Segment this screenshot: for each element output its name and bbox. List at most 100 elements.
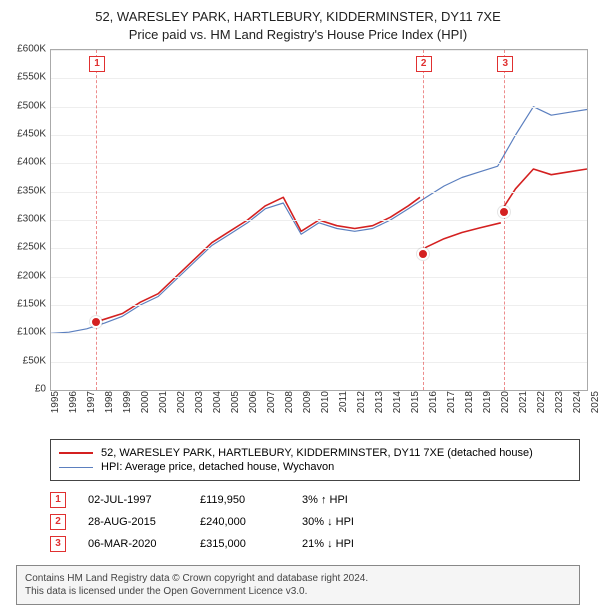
- x-tick-label: 2010: [320, 391, 331, 413]
- y-tick-label: £550K: [17, 72, 46, 83]
- marker-dot: [90, 316, 102, 328]
- x-tick-label: 2021: [518, 391, 529, 413]
- transaction-index: 3: [50, 536, 66, 552]
- gridline-h: [51, 135, 587, 136]
- x-tick-label: 2006: [248, 391, 259, 413]
- x-tick-label: 1998: [104, 391, 115, 413]
- x-tick-label: 2012: [356, 391, 367, 413]
- y-tick-label: £450K: [17, 129, 46, 140]
- x-tick-label: 2023: [554, 391, 565, 413]
- legend: 52, WARESLEY PARK, HARTLEBURY, KIDDERMIN…: [50, 439, 580, 481]
- x-tick-label: 1995: [50, 391, 61, 413]
- transaction-date: 02-JUL-1997: [88, 494, 178, 506]
- gridline-h: [51, 192, 587, 193]
- marker-line: [423, 50, 424, 390]
- marker-index-box: 1: [89, 56, 105, 72]
- gridline-h: [51, 107, 587, 108]
- x-tick-label: 2005: [230, 391, 241, 413]
- transaction-delta: 21% ↓ HPI: [302, 538, 392, 550]
- footer-line-2: This data is licensed under the Open Gov…: [25, 585, 571, 598]
- y-tick-label: £0: [35, 384, 46, 395]
- transaction-date: 28-AUG-2015: [88, 516, 178, 528]
- y-tick-label: £200K: [17, 270, 46, 281]
- x-tick-label: 2013: [374, 391, 385, 413]
- transaction-index: 1: [50, 492, 66, 508]
- x-tick-label: 2016: [428, 391, 439, 413]
- x-tick-label: 1999: [122, 391, 133, 413]
- transaction-price: £119,950: [200, 494, 280, 506]
- transaction-index: 2: [50, 514, 66, 530]
- marker-index-box: 3: [497, 56, 513, 72]
- x-tick-label: 2008: [284, 391, 295, 413]
- y-tick-label: £100K: [17, 327, 46, 338]
- gridline-h: [51, 220, 587, 221]
- transaction-row: 1 02-JUL-1997 £119,950 3% ↑ HPI: [50, 489, 580, 511]
- y-tick-label: £300K: [17, 214, 46, 225]
- x-axis: 1995 1996 1997 1998 1999 2000 2001 2002 2003 2004…: [50, 389, 588, 429]
- chart-title: 52, WARESLEY PARK, HARTLEBURY, KIDDERMIN…: [8, 8, 588, 43]
- x-tick-label: 2009: [302, 391, 313, 413]
- plot-wrap: £0£50K£100K£150K£200K£250K£300K£350K£400…: [8, 49, 588, 389]
- y-tick-label: £50K: [23, 355, 46, 366]
- transaction-row: 3 06-MAR-2020 £315,000 21% ↓ HPI: [50, 533, 580, 555]
- legend-item: HPI: Average price, detached house, Wych…: [59, 460, 571, 474]
- gridline-h: [51, 362, 587, 363]
- footer-line-1: Contains HM Land Registry data © Crown c…: [25, 572, 571, 585]
- x-tick-label: 2014: [392, 391, 403, 413]
- transactions-table: 1 02-JUL-1997 £119,950 3% ↑ HPI 2 28-AUG-2015…: [50, 489, 580, 555]
- transaction-row: 2 28-AUG-2015 £240,000 30% ↓ HPI: [50, 511, 580, 533]
- marker-dot: [498, 206, 510, 218]
- x-tick-label: 2022: [536, 391, 547, 413]
- marker-dot: [417, 248, 429, 260]
- x-tick-label: 2001: [158, 391, 169, 413]
- y-tick-label: £350K: [17, 185, 46, 196]
- gridline-h: [51, 277, 587, 278]
- x-tick-label: 2024: [572, 391, 583, 413]
- x-tick-label: 2003: [194, 391, 205, 413]
- x-tick-label: 2019: [482, 391, 493, 413]
- x-tick-label: 2000: [140, 391, 151, 413]
- y-axis: £0£50K£100K£150K£200K£250K£300K£350K£400…: [8, 49, 50, 389]
- x-tick-label: 2025: [590, 391, 600, 413]
- legend-swatch: [59, 467, 93, 468]
- title-line-1: 52, WARESLEY PARK, HARTLEBURY, KIDDERMIN…: [8, 8, 588, 26]
- x-tick-label: 2004: [212, 391, 223, 413]
- gridline-h: [51, 305, 587, 306]
- transaction-date: 06-MAR-2020: [88, 538, 178, 550]
- y-tick-label: £400K: [17, 157, 46, 168]
- transaction-price: £315,000: [200, 538, 280, 550]
- plot-area: 1 2 3: [50, 49, 588, 391]
- legend-swatch: [59, 452, 93, 454]
- x-tick-label: 2007: [266, 391, 277, 413]
- footer: Contains HM Land Registry data © Crown c…: [16, 565, 580, 605]
- legend-label: 52, WARESLEY PARK, HARTLEBURY, KIDDERMIN…: [101, 447, 533, 459]
- x-tick-label: 2011: [338, 391, 349, 413]
- marker-index-box: 2: [416, 56, 432, 72]
- marker-line: [96, 50, 97, 390]
- legend-label: HPI: Average price, detached house, Wych…: [101, 461, 334, 473]
- gridline-h: [51, 78, 587, 79]
- y-tick-label: £500K: [17, 100, 46, 111]
- y-tick-label: £600K: [17, 44, 46, 55]
- series-line: [501, 169, 587, 212]
- x-tick-label: 2017: [446, 391, 457, 413]
- x-tick-label: 2002: [176, 391, 187, 413]
- y-tick-label: £250K: [17, 242, 46, 253]
- chart-container: 52, WARESLEY PARK, HARTLEBURY, KIDDERMIN…: [0, 0, 600, 613]
- x-tick-label: 1997: [86, 391, 97, 413]
- gridline-h: [51, 248, 587, 249]
- gridline-h: [51, 50, 587, 51]
- legend-item: 52, WARESLEY PARK, HARTLEBURY, KIDDERMIN…: [59, 446, 571, 460]
- x-tick-label: 1996: [68, 391, 79, 413]
- gridline-h: [51, 333, 587, 334]
- x-tick-label: 2015: [410, 391, 421, 413]
- x-tick-label: 2020: [500, 391, 511, 413]
- marker-line: [504, 50, 505, 390]
- gridline-h: [51, 163, 587, 164]
- transaction-delta: 3% ↑ HPI: [302, 494, 392, 506]
- transaction-price: £240,000: [200, 516, 280, 528]
- transaction-delta: 30% ↓ HPI: [302, 516, 392, 528]
- title-line-2: Price paid vs. HM Land Registry's House …: [8, 26, 588, 44]
- y-tick-label: £150K: [17, 299, 46, 310]
- x-tick-label: 2018: [464, 391, 475, 413]
